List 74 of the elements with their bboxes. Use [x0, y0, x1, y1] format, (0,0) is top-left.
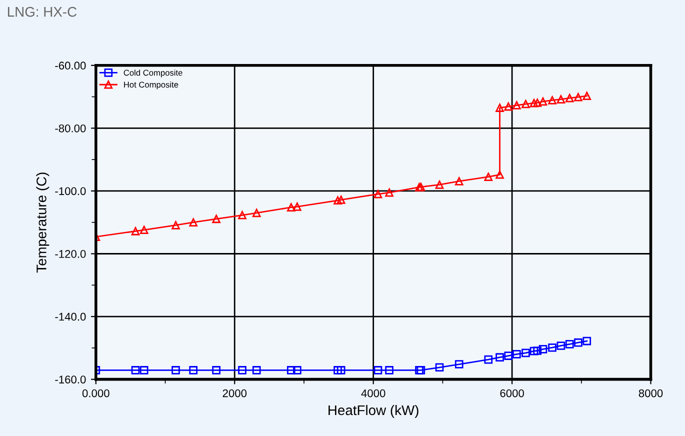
x-tick-label: 4000 — [361, 389, 386, 398]
point — [530, 98, 538, 108]
point — [336, 196, 346, 204]
chart-title: LNG: HX-C — [8, 6, 77, 17]
point — [512, 101, 521, 110]
point — [504, 102, 513, 111]
point — [496, 353, 504, 362]
point — [385, 188, 394, 197]
point — [189, 218, 198, 227]
point — [512, 350, 521, 358]
point — [435, 363, 444, 372]
point — [172, 366, 180, 374]
point — [252, 366, 261, 374]
point — [238, 210, 246, 220]
point — [484, 355, 493, 364]
point — [533, 346, 542, 355]
point — [374, 366, 382, 374]
point — [131, 226, 140, 236]
point — [374, 190, 382, 198]
point — [293, 202, 302, 211]
point — [334, 196, 342, 205]
legend-label: Hot Composite — [124, 82, 178, 90]
point — [565, 94, 574, 102]
point — [522, 100, 530, 108]
point — [582, 336, 592, 346]
point — [131, 366, 140, 374]
point — [574, 92, 582, 102]
point — [293, 366, 302, 374]
point — [336, 366, 346, 374]
y-tick-label: -140.0 — [55, 312, 86, 321]
point — [189, 366, 198, 374]
point — [496, 170, 504, 179]
point — [435, 180, 444, 189]
point — [484, 172, 493, 182]
legend-label: Cold Composite — [124, 70, 182, 78]
point — [140, 366, 148, 374]
point — [385, 366, 394, 374]
point — [454, 360, 464, 368]
point — [140, 226, 148, 234]
point — [538, 97, 548, 106]
point — [496, 104, 504, 112]
point — [454, 177, 464, 186]
y-tick-label: -80.00 — [55, 124, 86, 132]
point — [252, 208, 261, 218]
point — [565, 340, 574, 348]
y-axis-title: Temperature (C) — [36, 172, 50, 273]
point — [548, 343, 556, 352]
point — [548, 96, 556, 104]
point — [582, 92, 592, 100]
point — [522, 348, 530, 358]
point — [286, 203, 296, 212]
point — [172, 221, 180, 230]
point — [416, 182, 426, 192]
point — [415, 183, 424, 192]
point — [212, 214, 220, 224]
y-tick-label: -160.0 — [55, 376, 86, 384]
y-tick-label: -100.0 — [55, 187, 86, 196]
point — [556, 95, 566, 104]
x-tick-label: 2000 — [222, 389, 247, 398]
x-tick-label: 8000 — [638, 389, 663, 398]
x-tick-label: 0.000 — [82, 389, 110, 398]
point — [538, 345, 548, 354]
y-tick-label: -120.0 — [55, 250, 86, 258]
point — [212, 366, 220, 374]
point — [238, 366, 246, 374]
point — [504, 352, 513, 360]
point — [286, 366, 296, 374]
point — [533, 98, 542, 107]
point — [574, 338, 582, 347]
x-tick-label: 6000 — [500, 389, 524, 398]
x-axis-title: HeatFlow (kW) — [328, 404, 418, 418]
point — [530, 346, 538, 356]
point — [556, 342, 566, 350]
y-tick-label: -60.00 — [55, 62, 86, 70]
